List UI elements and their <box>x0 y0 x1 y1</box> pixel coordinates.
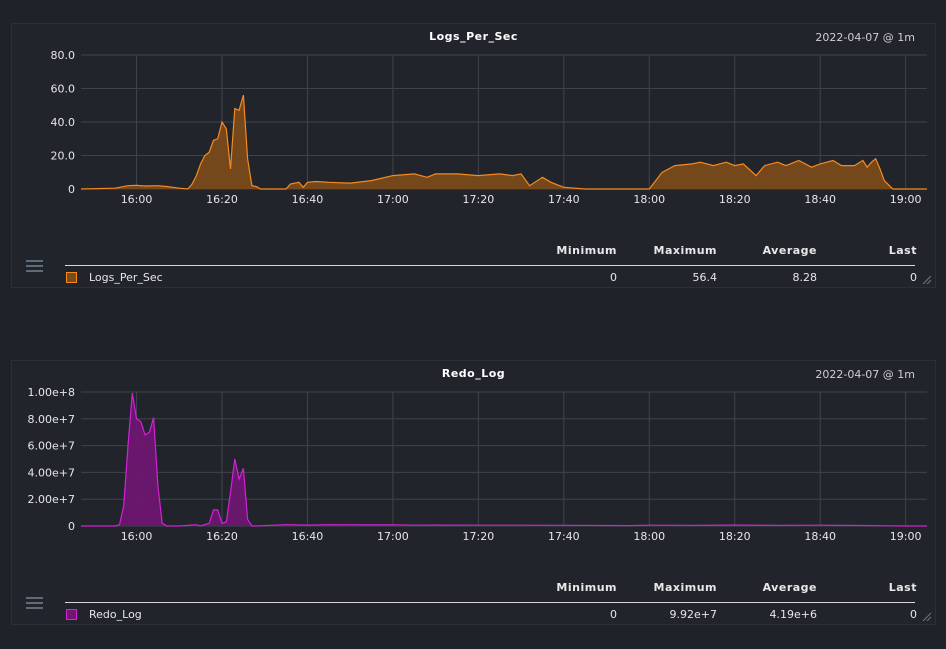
x-tick-label: 17:20 <box>463 193 495 206</box>
x-tick-label: 16:20 <box>206 193 238 206</box>
x-tick-label: 17:00 <box>377 193 409 206</box>
legend-header-maximum: Maximum <box>653 244 717 257</box>
x-tick-label: 16:20 <box>206 530 238 543</box>
legend-swatch <box>66 609 77 620</box>
x-tick-label: 17:40 <box>548 530 580 543</box>
y-tick-label: 40.0 <box>51 116 76 129</box>
legend-series-name: Logs_Per_Sec <box>89 271 163 284</box>
legend-header-last: Last <box>888 244 917 257</box>
legend-series-name: Redo_Log <box>89 608 142 621</box>
x-tick-label: 18:40 <box>804 193 836 206</box>
legend-minimum-value: 0 <box>610 608 617 621</box>
y-tick-label: 2.00e+7 <box>28 493 75 506</box>
legend-header-last: Last <box>888 581 917 594</box>
legend-divider <box>65 602 915 603</box>
legend-series-row[interactable]: Redo_Log 0 9.92e+7 4.19e+6 0 <box>65 608 925 624</box>
resize-handle-icon[interactable] <box>921 274 931 284</box>
hamburger-menu-icon[interactable] <box>26 597 43 611</box>
panel-time-range: 2022-04-07 @ 1m <box>815 31 915 44</box>
legend-last-value: 0 <box>910 271 917 284</box>
legend-swatch <box>66 272 77 283</box>
x-tick-label: 18:20 <box>719 193 751 206</box>
y-tick-label: 20.0 <box>51 150 76 163</box>
legend-header: Minimum Maximum Average Last <box>12 581 937 595</box>
logs-per-sec-chart: 0 20.0 40.0 60.0 80.0 16:00 16:20 16:40 17:00 17:… <box>51 49 927 206</box>
legend-header: Minimum Maximum Average Last <box>12 244 937 258</box>
series-area <box>81 393 927 526</box>
x-tick-label: 17:00 <box>377 530 409 543</box>
x-tick-label: 18:00 <box>633 193 665 206</box>
x-tick-label: 16:40 <box>292 530 324 543</box>
x-tick-label: 17:40 <box>548 193 580 206</box>
legend-maximum-value: 9.92e+7 <box>669 608 717 621</box>
legend-header-minimum: Minimum <box>556 581 617 594</box>
x-tick-label: 18:00 <box>633 530 665 543</box>
series-line <box>80 95 927 190</box>
legend-header-average: Average <box>762 244 817 257</box>
legend-header-maximum: Maximum <box>653 581 717 594</box>
x-tick-label: 16:40 <box>292 193 324 206</box>
legend-divider <box>65 265 915 266</box>
legend-average-value: 4.19e+6 <box>769 608 817 621</box>
panel-title: Logs_Per_Sec <box>429 30 518 43</box>
y-tick-label: 60.0 <box>51 83 76 96</box>
legend-maximum-value: 56.4 <box>692 271 718 284</box>
legend-minimum-value: 0 <box>610 271 617 284</box>
logs-per-sec-panel: Logs_Per_Sec 2022-04-07 @ 1m 0 20.0 40.0 60… <box>11 23 936 288</box>
x-tick-label: 19:00 <box>890 193 922 206</box>
resize-handle-icon[interactable] <box>921 611 931 621</box>
y-tick-label: 1.00e+8 <box>28 386 75 399</box>
x-tick-label: 18:40 <box>804 530 836 543</box>
legend-series-row[interactable]: Logs_Per_Sec 0 56.4 8.28 0 <box>65 271 925 287</box>
y-tick-label: 8.00e+7 <box>28 413 75 426</box>
x-tick-label: 17:20 <box>463 530 495 543</box>
series-line <box>81 393 927 527</box>
redo-log-panel: Redo_Log 2022-04-07 @ 1m 0 2.00e+7 4.00e+7… <box>11 360 936 625</box>
panel-title: Redo_Log <box>441 367 506 380</box>
y-tick-label: 4.00e+7 <box>28 466 75 479</box>
x-tick-label: 18:20 <box>719 530 751 543</box>
x-tick-label: 16:00 <box>121 530 153 543</box>
y-tick-label: 0 <box>68 183 75 196</box>
legend-average-value: 8.28 <box>792 271 818 284</box>
legend-header-average: Average <box>762 581 817 594</box>
x-tick-label: 16:00 <box>121 193 153 206</box>
legend-header-minimum: Minimum <box>556 244 617 257</box>
redo-log-chart: 0 2.00e+7 4.00e+7 6.00e+7 8.00e+7 1.00e+8 16:0… <box>28 386 927 543</box>
hamburger-menu-icon[interactable] <box>26 260 43 274</box>
x-tick-label: 19:00 <box>890 530 922 543</box>
panel-time-range: 2022-04-07 @ 1m <box>815 368 915 381</box>
y-tick-label: 6.00e+7 <box>28 440 75 453</box>
legend-last-value: 0 <box>910 608 917 621</box>
y-tick-label: 80.0 <box>51 49 76 62</box>
y-tick-label: 0 <box>68 520 75 533</box>
